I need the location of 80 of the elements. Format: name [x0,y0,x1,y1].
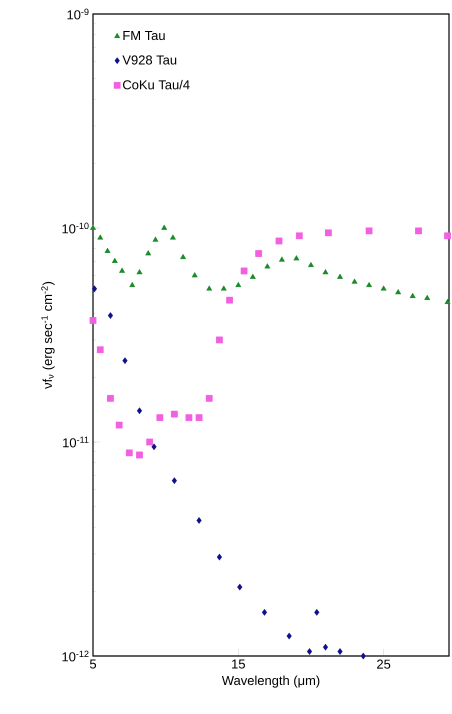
x-tick-label: 5 [90,660,96,669]
point [444,232,451,240]
point [192,272,198,278]
point [216,554,222,560]
point [308,262,314,268]
point [112,258,118,263]
point [172,477,177,484]
point [286,632,292,640]
point [136,452,143,458]
point [276,238,282,244]
y-tick-label: 10$^{-11}$ [63,436,89,448]
point [116,422,123,428]
point [122,357,128,364]
point [264,263,270,268]
point [151,443,157,450]
point [250,274,256,279]
point [352,278,358,284]
y-tick-label: 10$^{-10}$ [62,222,89,234]
point [395,289,402,294]
point [314,608,320,616]
point [424,294,430,300]
point [90,224,96,230]
point [90,317,96,324]
point [126,449,133,456]
y-tick-label: 10$^{-12}$ [62,650,89,662]
point [444,298,451,304]
point [337,648,343,655]
point [196,517,202,524]
point [146,438,154,446]
point [161,224,168,230]
point [216,336,223,344]
point [415,227,422,234]
point [322,644,328,651]
y-tick-label: 10$^{-9}$ [68,8,89,20]
x-tick-label: 25 [377,660,390,669]
point [220,285,227,291]
point [293,255,300,260]
y-axis-title: νf$_{ν}$ (erg sec$^{-1}$ cm$^{-2}$) [41,282,55,389]
point [322,269,328,274]
point [156,414,164,422]
point [136,407,142,414]
point [152,236,158,242]
point [296,232,303,240]
point [170,410,178,418]
point [410,292,416,298]
point [360,652,366,660]
x-tick-label: 15 [232,660,245,669]
point [92,285,98,292]
point [108,312,114,319]
point [240,268,248,274]
point [278,256,285,262]
point [237,584,242,590]
point [97,234,104,240]
point [306,648,312,655]
legend-label: V928 Tau [122,55,176,65]
point [262,608,268,616]
point [255,250,262,257]
point [129,282,136,288]
point [180,254,186,260]
point [325,229,332,236]
legend-label: FM Tau [123,31,165,40]
point [337,274,343,279]
point [170,234,176,240]
x-axis-title: Wavelength (μm) [222,676,320,688]
point [145,250,152,256]
point [136,269,142,274]
point [206,285,212,291]
point [96,346,104,354]
point [226,296,233,304]
point [196,414,202,422]
legend-label: CoKu Tau/4 [123,80,190,90]
point [206,394,213,402]
point [119,268,126,273]
point [380,285,387,291]
point [366,227,372,234]
point [186,414,192,422]
point [235,282,242,288]
point [104,248,110,253]
point [107,394,114,402]
point [366,282,372,288]
